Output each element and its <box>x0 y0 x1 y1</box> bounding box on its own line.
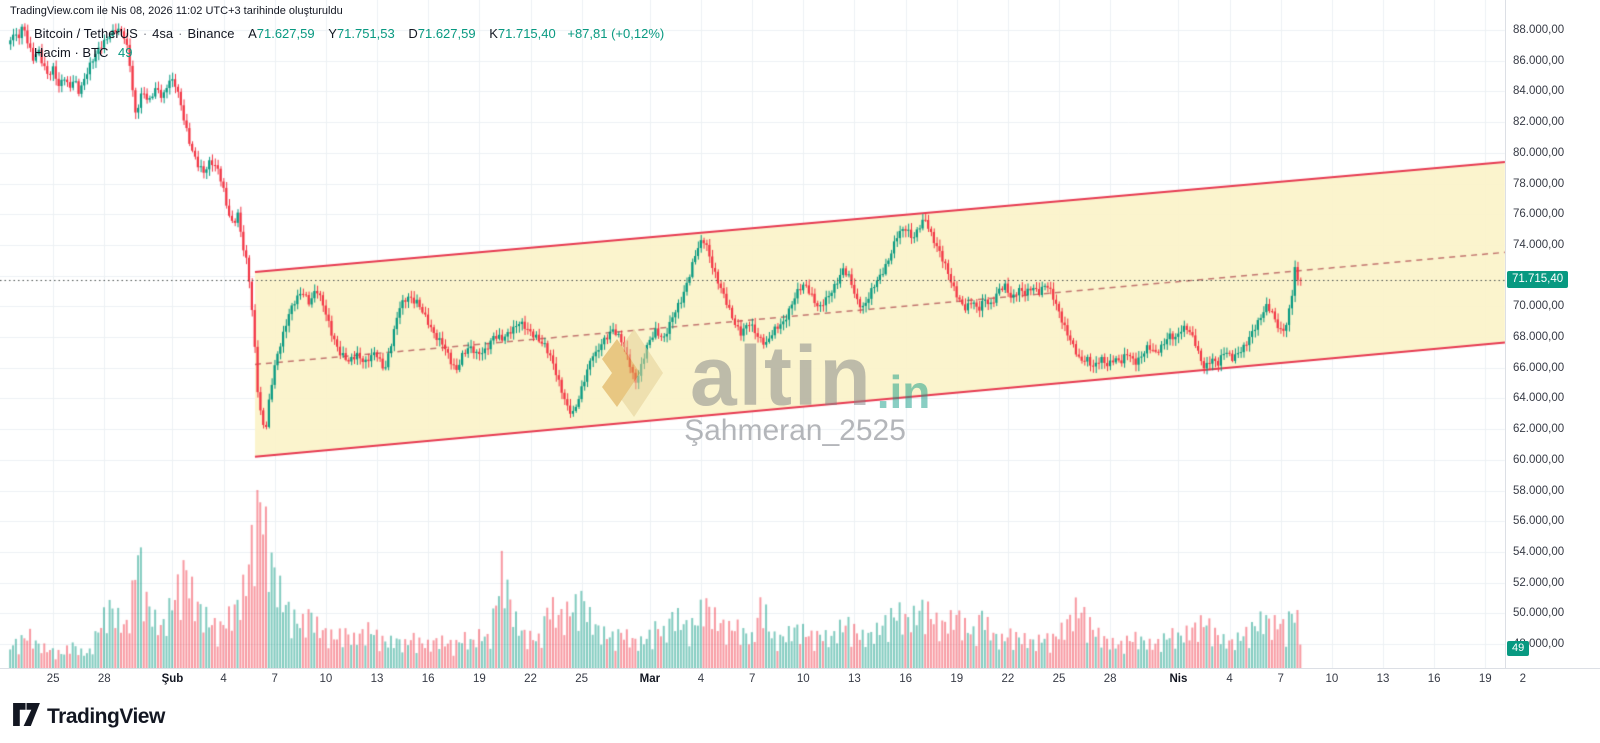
exchange-name: Binance <box>187 26 235 41</box>
price-axis-label: 56.000,00 <box>1513 515 1565 528</box>
time-axis-label: 13 <box>1376 673 1390 685</box>
price-axis-label: 78.000,00 <box>1513 177 1565 190</box>
volume-value: 49 <box>118 45 133 60</box>
price-axis: 88.000,00 86.000,00 84.000,00 82.000,00 80.0… <box>1505 0 1600 690</box>
price-axis-label: 60.000,00 <box>1513 453 1565 466</box>
time-axis-label: 7 <box>748 673 756 685</box>
price-axis-label: 80.000,00 <box>1513 146 1565 159</box>
time-axis-label: 16 <box>1427 673 1441 685</box>
price-axis-label: 82.000,00 <box>1513 116 1565 129</box>
legend-row-main: Bitcoin / TetherUS · 4sa · Binance A71.627,5… <box>34 24 664 43</box>
time-axis-label: 13 <box>848 673 861 685</box>
time-axis-label: 10 <box>1325 673 1339 685</box>
price-axis-label: 86.000,00 <box>1513 54 1565 67</box>
time-axis-label: Nis <box>1169 673 1188 685</box>
tradingview-logo[interactable]: TradingView <box>13 703 165 731</box>
low-value: 71.627,59 <box>417 26 476 41</box>
time-axis-label: 10 <box>319 673 333 685</box>
price-axis-label: 62.000,00 <box>1513 423 1565 436</box>
open-value: 71.627,59 <box>256 26 315 41</box>
time-axis-label: 22 <box>524 673 537 685</box>
time-axis-label: 16 <box>421 673 435 685</box>
time-axis-label: 4 <box>1226 673 1233 685</box>
candlestick-volume-layer <box>0 0 1600 692</box>
legend-separator: · <box>142 26 148 41</box>
price-axis-label: 50.000,00 <box>1513 607 1565 620</box>
time-axis-label: 19 <box>1478 673 1492 685</box>
attribution-text: TradingView.com ile Nis 08, 2026 11:02 U… <box>10 5 343 17</box>
time-axis-label: 2 <box>1519 673 1526 685</box>
price-axis-label: 52.000,00 <box>1513 576 1565 589</box>
time-axis-label: 19 <box>950 673 964 685</box>
price-axis-label: 74.000,00 <box>1513 238 1565 251</box>
legend-row-volume: Hacim · BTC 49 <box>34 43 664 62</box>
close-label: K <box>489 26 498 41</box>
time-axis-label: 25 <box>1052 673 1066 685</box>
time-axis-label: 4 <box>220 673 227 685</box>
time-axis-label: Mar <box>639 673 661 685</box>
time-axis: 25 28 Şub 4 7 10 13 16 19 22 25 Mar 4 7 10 13 16 19 22 25 28… <box>0 668 1600 692</box>
time-axis-label: Şub <box>161 673 184 685</box>
time-axis-label: 28 <box>1103 673 1117 685</box>
price-axis-label: 64.000,00 <box>1513 392 1565 405</box>
time-axis-label: 28 <box>97 673 111 685</box>
change-value: +87,81 (+0,12%) <box>567 26 665 41</box>
price-axis-label: 66.000,00 <box>1513 361 1565 374</box>
tradingview-logo-icon <box>13 703 40 731</box>
last-volume-badge: 49 <box>1507 641 1530 656</box>
footer: TradingView <box>0 691 1600 743</box>
price-axis-label: 68.000,00 <box>1513 331 1565 343</box>
time-axis-label: 13 <box>370 673 384 685</box>
price-axis-label: 70.000,00 <box>1513 300 1565 313</box>
symbol-title: Bitcoin / TetherUS <box>34 26 138 41</box>
open-label: A <box>248 26 257 41</box>
low-label: D <box>408 26 418 41</box>
symbol-legend: Bitcoin / TetherUS · 4sa · Binance A71.627,5… <box>34 24 664 62</box>
time-axis-label: 4 <box>697 673 705 685</box>
time-axis-label: 25 <box>575 673 589 685</box>
time-axis-label: 22 <box>1001 673 1015 685</box>
time-axis-label: 19 <box>472 673 486 685</box>
close-value: 71.715,40 <box>497 26 556 41</box>
tradingview-logo-text: TradingView <box>47 705 165 728</box>
price-axis-label: 84.000,00 <box>1513 85 1565 98</box>
volume-label: Hacim · BTC <box>34 45 109 60</box>
legend-separator: · <box>178 26 183 41</box>
time-axis-label: 10 <box>796 673 810 685</box>
price-axis-label: 76.000,00 <box>1513 208 1565 221</box>
last-price-badge: 71.715,40 <box>1507 270 1569 288</box>
price-axis-label: 88.000,00 <box>1513 24 1565 36</box>
time-axis-label: 7 <box>271 673 278 685</box>
time-axis-label: 25 <box>46 673 60 685</box>
price-axis-label: 54.000,00 <box>1513 545 1565 558</box>
interval-value: 4sa <box>152 26 174 41</box>
price-axis-label: 58.000,00 <box>1513 484 1565 497</box>
high-label: Y <box>328 26 337 41</box>
time-axis-label: 16 <box>899 673 912 685</box>
high-value: 71.751,53 <box>336 26 395 41</box>
time-axis-label: 7 <box>1277 673 1284 685</box>
